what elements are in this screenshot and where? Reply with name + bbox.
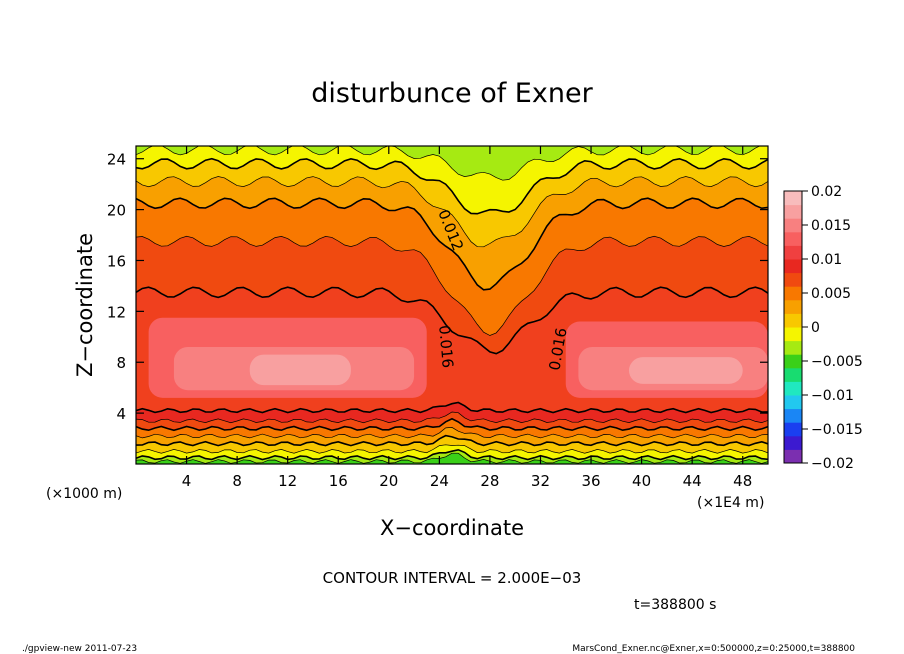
colorbar-swatch	[784, 435, 802, 450]
x-tick-label: 4	[182, 472, 192, 490]
contour-line	[136, 157, 768, 215]
y-tick-label: 4	[116, 405, 126, 423]
colorbar-swatch	[784, 408, 802, 423]
x-axis-label: X−coordinate	[380, 516, 524, 540]
contour-line	[136, 176, 768, 248]
contour-line	[136, 417, 768, 432]
colorbar-tick-label: 0.015	[811, 218, 851, 234]
colorbar-tick-label: 0.005	[811, 286, 851, 302]
colorbar-swatch	[784, 204, 802, 219]
x-tick-label: 28	[480, 472, 499, 490]
footer-right: MarsCond_Exner.nc@Exner,x=0:500000,z=0:2…	[572, 644, 855, 654]
colorbar-swatch	[784, 218, 802, 233]
y-axis-label: Z−coordinate	[73, 233, 97, 377]
y-tick-label: 20	[107, 202, 126, 220]
contour-line	[136, 146, 761, 181]
colorbar-swatch	[784, 395, 802, 410]
contour-line	[136, 286, 768, 355]
y-tick-label: 24	[107, 151, 126, 169]
colorbar-swatch	[784, 381, 802, 396]
x-tick-label: 36	[581, 472, 600, 490]
colorbar-swatch	[784, 191, 802, 206]
contour-line	[136, 427, 768, 439]
colorbar-swatch	[784, 313, 802, 328]
x-tick-label: 8	[232, 472, 242, 490]
colorbar-tick-label: 0.02	[811, 184, 842, 200]
colorbar-swatch	[784, 245, 802, 260]
chart-title: disturbunce of Exner	[311, 78, 593, 109]
contour-line	[136, 235, 768, 336]
x-tick-label: 32	[531, 472, 550, 490]
x-unit-label: (×1000 m)	[46, 486, 122, 502]
y-tick-label: 8	[116, 354, 126, 372]
colorbar-swatch	[784, 272, 802, 287]
colorbar-swatch	[784, 449, 802, 464]
x-tick-label: 16	[329, 472, 348, 490]
plot-frame	[135, 145, 769, 465]
y-axis: 4 8 12 16 20 24	[107, 151, 768, 423]
time-label: t=388800 s	[634, 597, 716, 613]
colorbar-swatch	[784, 231, 802, 246]
contour-label-0016-left: 0.016	[435, 324, 457, 368]
x-tick-label: 48	[733, 472, 752, 490]
colorbar-swatch	[784, 259, 802, 274]
colorbar-swatch	[784, 327, 802, 342]
contour-band	[136, 146, 768, 181]
contour-line	[136, 444, 768, 454]
colorbar-swatch	[784, 354, 802, 369]
contour-line	[136, 452, 768, 464]
contour-line	[136, 401, 768, 414]
contour-line	[136, 197, 768, 291]
colorbar-swatch	[784, 422, 802, 437]
contour-field	[136, 146, 768, 464]
x-tick-label: 20	[379, 472, 398, 490]
y-tick-label: 12	[107, 303, 126, 321]
contour-interval-note: CONTOUR INTERVAL = 2.000E−03	[323, 569, 582, 587]
footer-left: ./gpview-new 2011-07-23	[22, 644, 137, 654]
colorbar-swatch	[784, 286, 802, 301]
colorbar-swatch	[784, 299, 802, 314]
colorbar	[784, 191, 802, 464]
contour-line	[136, 448, 768, 461]
contour-line	[136, 434, 768, 447]
colorbar-tick-label: 0	[811, 320, 820, 336]
x-tick-label: 12	[278, 472, 297, 490]
x-tick-label: 24	[430, 472, 449, 490]
x-tick-label: 44	[683, 472, 702, 490]
contour-band	[136, 146, 768, 247]
colorbar-ticks: 0.02 0.015 0.01 0.005 0 −0.005 −0.01 −0.015 −0.0…	[802, 184, 863, 472]
colorbar-tick-label: 0.01	[811, 252, 842, 268]
y-tick-label: 16	[107, 252, 126, 270]
x-scale-label: (×1E4 m)	[697, 495, 764, 511]
contour-line	[136, 411, 768, 424]
colorbar-swatch	[784, 367, 802, 382]
contour-lines	[136, 146, 768, 464]
contour-bands	[136, 146, 768, 464]
x-axis: 4 8 12 16 20 24 28 32 36 40 44 48	[182, 146, 752, 490]
contour-band-high	[249, 354, 351, 386]
colorbar-tick-label: −0.015	[811, 422, 863, 438]
colorbar-tick-label: −0.02	[811, 456, 854, 472]
colorbar-swatch	[784, 340, 802, 355]
x-tick-label: 40	[632, 472, 651, 490]
colorbar-tick-label: −0.01	[811, 388, 854, 404]
contour-band-high	[628, 357, 743, 384]
colorbar-tick-label: −0.005	[811, 354, 863, 370]
